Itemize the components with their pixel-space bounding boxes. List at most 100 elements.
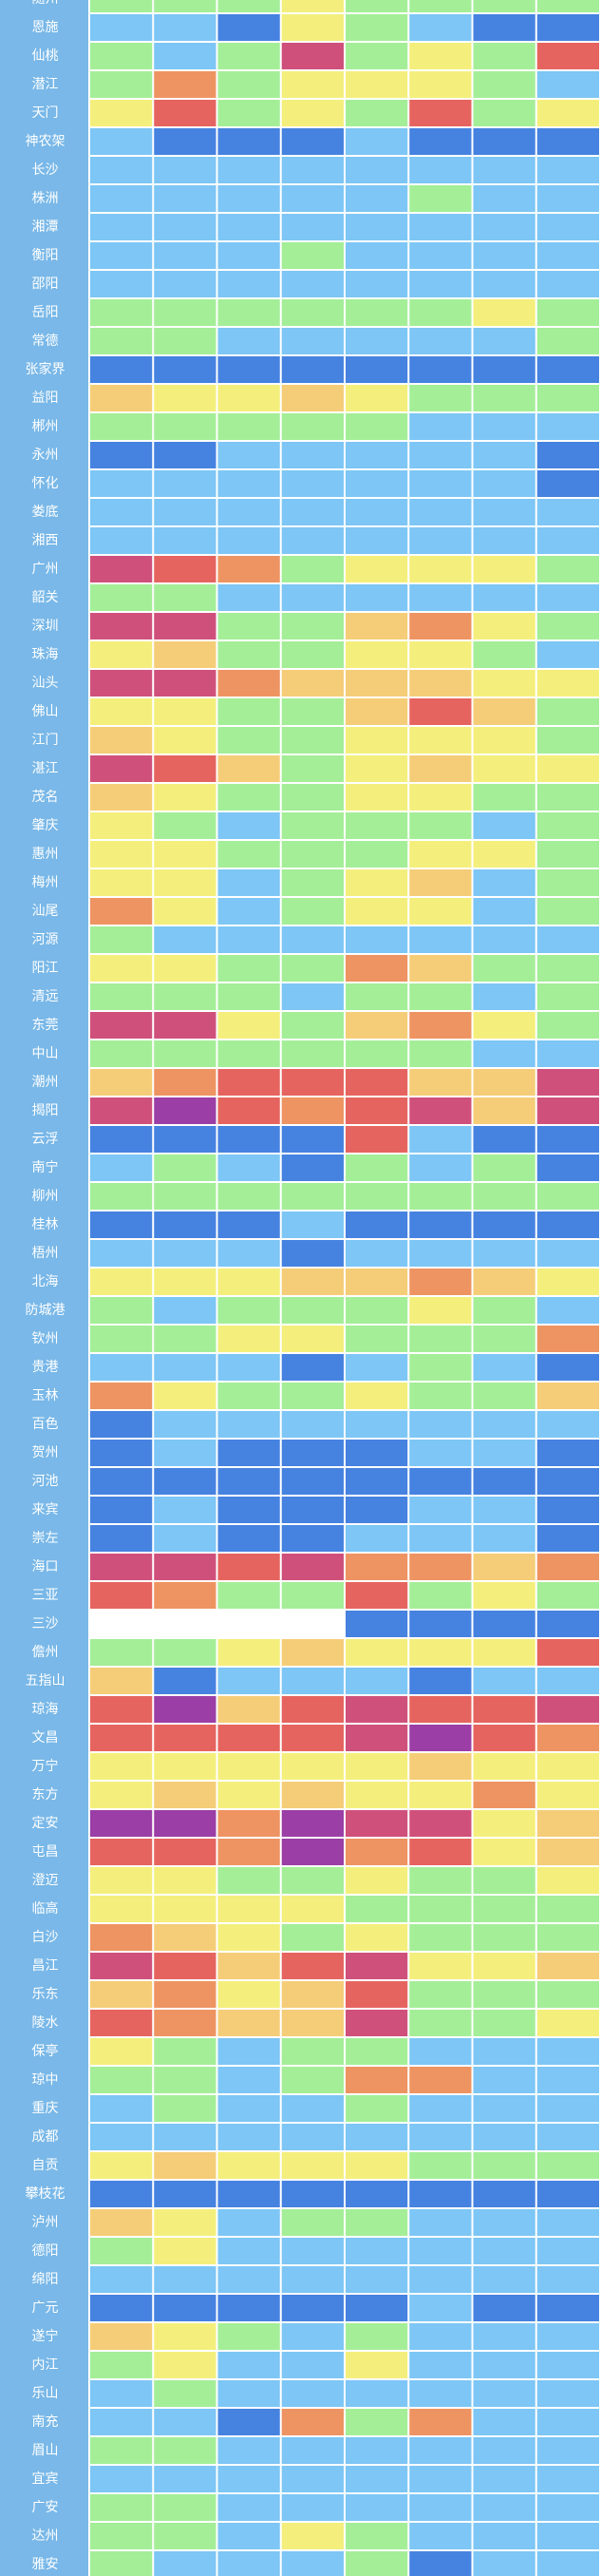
cell xyxy=(473,812,535,839)
cell xyxy=(473,385,535,411)
cell xyxy=(281,1525,344,1552)
cell xyxy=(90,2295,153,2321)
row-label: 珠海 xyxy=(32,647,59,662)
cell xyxy=(346,299,408,326)
cell xyxy=(409,1725,472,1751)
cell xyxy=(536,185,599,212)
cell xyxy=(409,1354,472,1381)
cell xyxy=(409,1554,472,1580)
cell xyxy=(536,43,599,69)
cell xyxy=(473,641,535,668)
row-label: 梅州 xyxy=(32,875,59,890)
row-label: 钦州 xyxy=(32,1331,59,1346)
cell xyxy=(536,1810,599,1837)
cell xyxy=(90,755,153,782)
cell xyxy=(346,2152,408,2179)
cell xyxy=(154,1981,216,2008)
cell xyxy=(473,71,535,98)
cell xyxy=(281,1924,344,1951)
cell xyxy=(473,128,535,155)
cell xyxy=(154,157,216,183)
cell xyxy=(346,185,408,212)
cell xyxy=(409,2323,472,2350)
cell xyxy=(154,1012,216,1039)
cell xyxy=(346,1525,408,1552)
cell xyxy=(154,0,216,12)
cell xyxy=(409,1269,472,1295)
cell xyxy=(90,157,153,183)
label-column xyxy=(0,0,88,2576)
cell xyxy=(473,1440,535,1466)
cell xyxy=(217,1981,280,2008)
cell xyxy=(281,2295,344,2321)
cell xyxy=(409,1212,472,1238)
row-label: 东莞 xyxy=(32,1018,59,1033)
cell xyxy=(90,2010,153,2036)
cell xyxy=(409,470,472,497)
cell xyxy=(536,869,599,896)
cell xyxy=(473,185,535,212)
cell xyxy=(473,527,535,554)
cell xyxy=(90,2523,153,2549)
cell xyxy=(217,1126,280,1153)
cell xyxy=(217,2409,280,2435)
cell xyxy=(536,1611,599,1637)
cell xyxy=(473,2466,535,2492)
row-label: 深圳 xyxy=(32,619,59,634)
cell xyxy=(346,755,408,782)
cell xyxy=(536,214,599,240)
cell xyxy=(281,14,344,41)
cell xyxy=(346,1240,408,1267)
cell xyxy=(90,1383,153,1409)
cell xyxy=(409,1782,472,1808)
cell xyxy=(90,14,153,41)
cell xyxy=(90,1924,153,1951)
cell xyxy=(281,1981,344,2008)
cell xyxy=(217,1896,280,1922)
cell xyxy=(346,1126,408,1153)
cell xyxy=(90,442,153,468)
cell xyxy=(217,271,280,297)
cell xyxy=(217,385,280,411)
cell xyxy=(217,584,280,611)
cell xyxy=(409,2437,472,2464)
cell xyxy=(281,1354,344,1381)
cell xyxy=(536,2266,599,2293)
cell xyxy=(217,1753,280,1780)
cell xyxy=(473,1953,535,1979)
cell xyxy=(281,1953,344,1979)
cell xyxy=(90,413,153,440)
cell xyxy=(281,0,344,12)
cell xyxy=(473,584,535,611)
cell xyxy=(473,470,535,497)
row-label: 泸州 xyxy=(32,2215,59,2230)
cell xyxy=(154,1154,216,1181)
cell xyxy=(346,356,408,383)
cell xyxy=(154,2209,216,2236)
cell xyxy=(217,2238,280,2264)
cell xyxy=(473,1468,535,1495)
cell xyxy=(536,2124,599,2150)
cell xyxy=(536,2010,599,2036)
cell xyxy=(536,2209,599,2236)
cell xyxy=(346,698,408,725)
cell xyxy=(536,1924,599,1951)
cell xyxy=(281,641,344,668)
cell xyxy=(154,1696,216,1723)
cell xyxy=(281,1725,344,1751)
row-label: 贺州 xyxy=(32,1445,59,1460)
cell xyxy=(473,556,535,582)
cell xyxy=(154,1924,216,1951)
cell xyxy=(536,2523,599,2549)
cell xyxy=(154,2010,216,2036)
cell xyxy=(217,356,280,383)
cell xyxy=(281,1297,344,1324)
row-label: 桂林 xyxy=(32,1217,59,1232)
cell xyxy=(217,2095,280,2122)
cell xyxy=(217,2181,280,2207)
cell xyxy=(154,1725,216,1751)
cell xyxy=(473,2551,535,2576)
cell xyxy=(217,2067,280,2093)
cell xyxy=(536,784,599,811)
